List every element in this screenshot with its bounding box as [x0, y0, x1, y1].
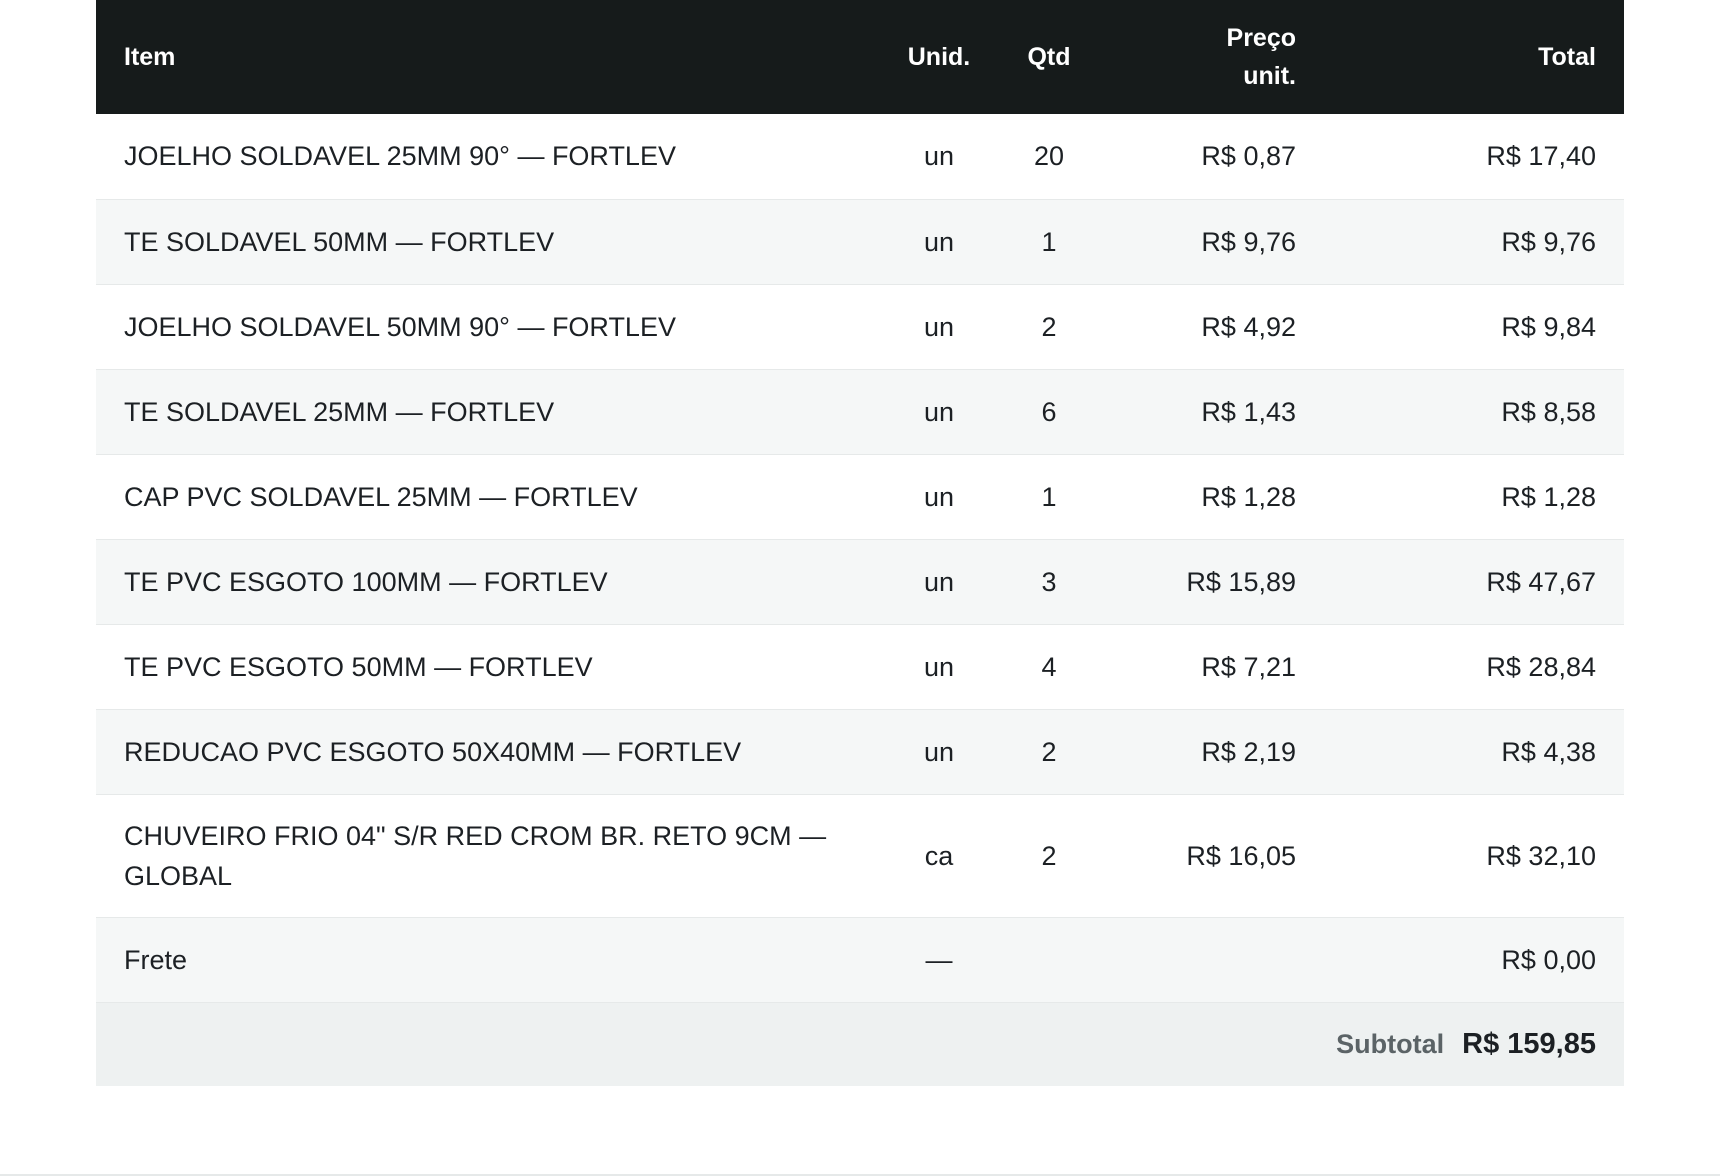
item-cell: TE PVC ESGOTO 100MM — FORTLEV [96, 539, 884, 625]
item-cell: REDUCAO PVC ESGOTO 50X40MM — FORTLEV [96, 709, 884, 795]
quantity-cell: 6 [994, 369, 1104, 455]
item-cell: TE PVC ESGOTO 50MM — FORTLEV [96, 624, 884, 710]
unit-price-cell: R$ 7,21 [1104, 624, 1304, 710]
total-cell: R$ 28,84 [1304, 624, 1624, 710]
column-header-item: Item [124, 43, 176, 71]
header-row: Item Unid. Qtd Preço unit. Total [96, 0, 1624, 114]
quantity-cell: 20 [994, 114, 1104, 200]
item-cell: CHUVEIRO FRIO 04" S/R RED CROM BR. RETO … [96, 794, 884, 918]
unit-price-cell: R$ 1,43 [1104, 369, 1304, 455]
item-cell: TE SOLDAVEL 25MM — FORTLEV [96, 369, 884, 455]
unit-cell: un [884, 114, 994, 200]
quantity-cell: 3 [994, 539, 1104, 625]
total-cell: R$ 0,00 [1304, 917, 1624, 1003]
quantity-cell: 1 [994, 454, 1104, 540]
quote-table-container: Item Unid. Qtd Preço unit. Total JOELHO … [96, 0, 1624, 1086]
total-cell: R$ 1,28 [1304, 454, 1624, 540]
quote-items-table: Item Unid. Qtd Preço unit. Total JOELHO … [96, 0, 1624, 1086]
total-cell: R$ 17,40 [1304, 114, 1624, 200]
quantity-cell: 2 [994, 794, 1104, 918]
total-cell: R$ 4,38 [1304, 709, 1624, 795]
total-cell: R$ 32,10 [1304, 794, 1624, 918]
column-header-quantity: Qtd [1027, 43, 1071, 71]
item-cell: JOELHO SOLDAVEL 50MM 90° — FORTLEV [96, 284, 884, 370]
subtotal-value: R$ 159,85 [1462, 1027, 1596, 1060]
quantity-cell: 1 [994, 199, 1104, 285]
total-cell: R$ 9,84 [1304, 284, 1624, 370]
total-cell: R$ 47,67 [1304, 539, 1624, 625]
subtotal-row: Subtotal R$ 159,85 [96, 1002, 1624, 1086]
unit-cell: un [884, 624, 994, 710]
table-row: TE PVC ESGOTO 50MM — FORTLEV un 4 R$ 7,2… [96, 624, 1624, 710]
table-row: CAP PVC SOLDAVEL 25MM — FORTLEV un 1 R$ … [96, 454, 1624, 540]
table-row: CHUVEIRO FRIO 04" S/R RED CROM BR. RETO … [96, 794, 1624, 918]
unit-cell: un [884, 284, 994, 370]
unit-price-cell: R$ 16,05 [1104, 794, 1304, 918]
item-cell: Frete [96, 917, 884, 1003]
subtotal-cell: Subtotal R$ 159,85 [96, 1002, 1624, 1086]
quantity-cell: 2 [994, 284, 1104, 370]
column-header-unit-price-line1: Preço [1226, 24, 1296, 52]
quantity-cell [994, 917, 1104, 1003]
unit-price-cell: R$ 15,89 [1104, 539, 1304, 625]
shipping-row: Frete — R$ 0,00 [96, 917, 1624, 1003]
unit-cell: un [884, 539, 994, 625]
table-header: Item Unid. Qtd Preço unit. Total [96, 0, 1624, 114]
table-body: JOELHO SOLDAVEL 25MM 90° — FORTLEV un 20… [96, 114, 1624, 1003]
column-header-unit: Unid. [907, 43, 971, 71]
unit-price-cell: R$ 9,76 [1104, 199, 1304, 285]
subtotal-label: Subtotal [1336, 1028, 1445, 1059]
unit-price-cell: R$ 2,19 [1104, 709, 1304, 795]
column-header-total: Total [1538, 43, 1596, 71]
unit-cell: un [884, 369, 994, 455]
column-header-unit-price: Preço unit. [1104, 0, 1304, 114]
unit-price-cell: R$ 4,92 [1104, 284, 1304, 370]
unit-cell: un [884, 454, 994, 540]
total-cell: R$ 8,58 [1304, 369, 1624, 455]
item-cell: JOELHO SOLDAVEL 25MM 90° — FORTLEV [96, 114, 884, 200]
quantity-cell: 2 [994, 709, 1104, 795]
unit-cell: — [884, 917, 994, 1003]
unit-price-cell [1104, 917, 1304, 1003]
item-cell: TE SOLDAVEL 50MM — FORTLEV [96, 199, 884, 285]
table-row: TE PVC ESGOTO 100MM — FORTLEV un 3 R$ 15… [96, 539, 1624, 625]
table-row: JOELHO SOLDAVEL 25MM 90° — FORTLEV un 20… [96, 114, 1624, 200]
table-row: REDUCAO PVC ESGOTO 50X40MM — FORTLEV un … [96, 709, 1624, 795]
total-cell: R$ 9,76 [1304, 199, 1624, 285]
unit-cell: un [884, 199, 994, 285]
item-cell: CAP PVC SOLDAVEL 25MM — FORTLEV [96, 454, 884, 540]
quantity-cell: 4 [994, 624, 1104, 710]
table-footer: Subtotal R$ 159,85 [96, 1002, 1624, 1086]
unit-cell: un [884, 709, 994, 795]
page-divider [0, 1174, 1720, 1176]
column-header-unit-price-line2: unit. [1243, 62, 1296, 90]
unit-cell: ca [884, 794, 994, 918]
table-row: TE SOLDAVEL 25MM — FORTLEV un 6 R$ 1,43 … [96, 369, 1624, 455]
unit-price-cell: R$ 0,87 [1104, 114, 1304, 200]
unit-price-cell: R$ 1,28 [1104, 454, 1304, 540]
table-row: JOELHO SOLDAVEL 50MM 90° — FORTLEV un 2 … [96, 284, 1624, 370]
table-row: TE SOLDAVEL 50MM — FORTLEV un 1 R$ 9,76 … [96, 199, 1624, 285]
